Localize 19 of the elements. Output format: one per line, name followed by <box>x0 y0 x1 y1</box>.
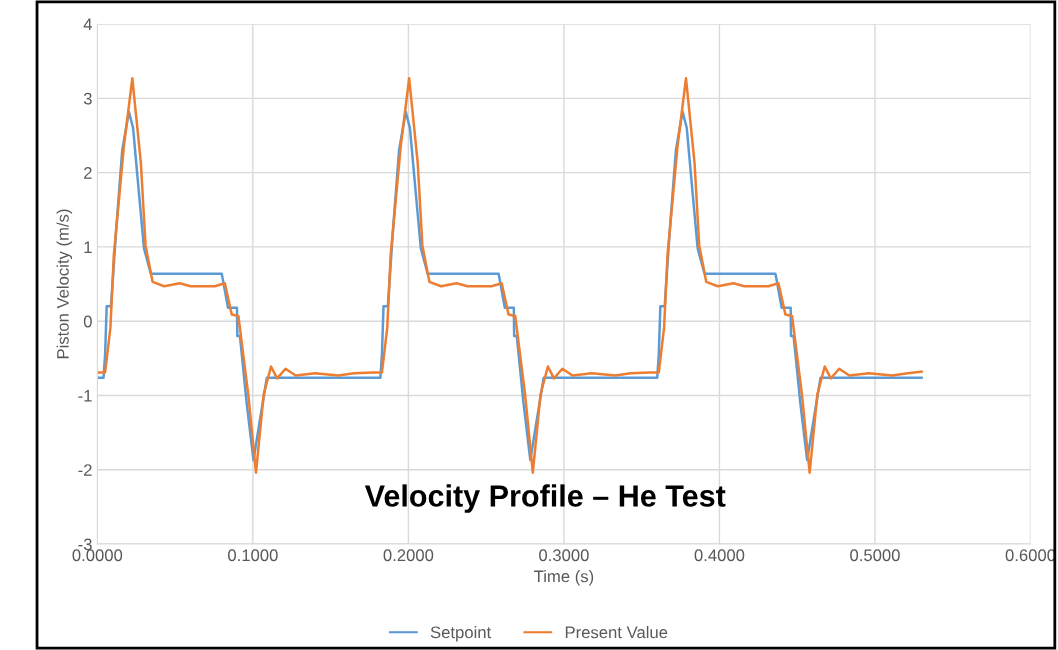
x-tick-label: 0.0000 <box>72 549 123 562</box>
y-tick-label: 2 <box>84 167 92 179</box>
x-tick-label: 0.4000 <box>694 549 745 562</box>
legend-label: Present Value <box>565 626 668 639</box>
y-tick-label: 4 <box>83 18 92 31</box>
y-axis-title: Piston Velocity (m/s) <box>56 209 73 359</box>
y-tick-label: -1 <box>78 390 92 402</box>
y-tick-label: 1 <box>84 241 92 253</box>
x-axis-title: Time (s) <box>534 570 594 586</box>
y-tick-label: 3 <box>83 92 92 105</box>
y-tick-label: -2 <box>78 464 92 476</box>
x-tick-label: 0.3000 <box>539 549 589 562</box>
x-tick-label: 0.1000 <box>228 549 278 562</box>
x-tick-label: 0.5000 <box>850 549 900 562</box>
legend-label: Setpoint <box>430 626 492 642</box>
text: Velocity Profile – He Test <box>364 484 726 513</box>
y-tick-label: -3 <box>78 538 92 551</box>
y-tick-label: 0 <box>83 315 92 328</box>
x-tick-label: 0.2000 <box>383 549 434 562</box>
